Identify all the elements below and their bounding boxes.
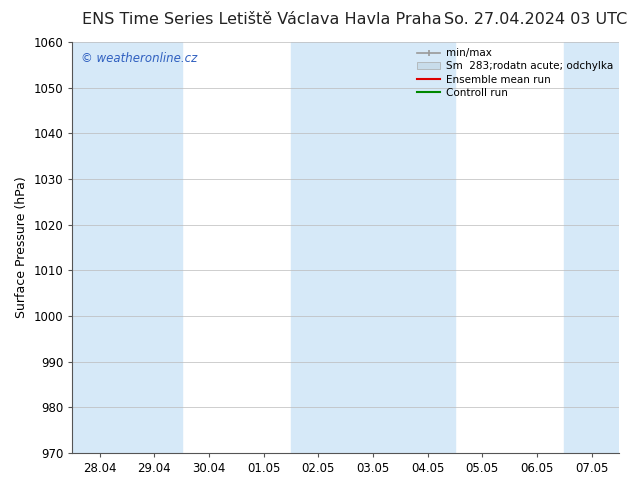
Bar — [291, 42, 455, 453]
Text: So. 27.04.2024 03 UTC: So. 27.04.2024 03 UTC — [444, 12, 628, 27]
Y-axis label: Surface Pressure (hPa): Surface Pressure (hPa) — [15, 176, 28, 318]
Text: © weatheronline.cz: © weatheronline.cz — [81, 52, 197, 65]
Bar — [72, 42, 182, 453]
Bar — [564, 42, 634, 453]
Legend: min/max, Sm  283;rodatn acute; odchylka, Ensemble mean run, Controll run: min/max, Sm 283;rodatn acute; odchylka, … — [413, 44, 617, 102]
Text: ENS Time Series Letiště Václava Havla Praha: ENS Time Series Letiště Václava Havla Pr… — [82, 12, 442, 27]
